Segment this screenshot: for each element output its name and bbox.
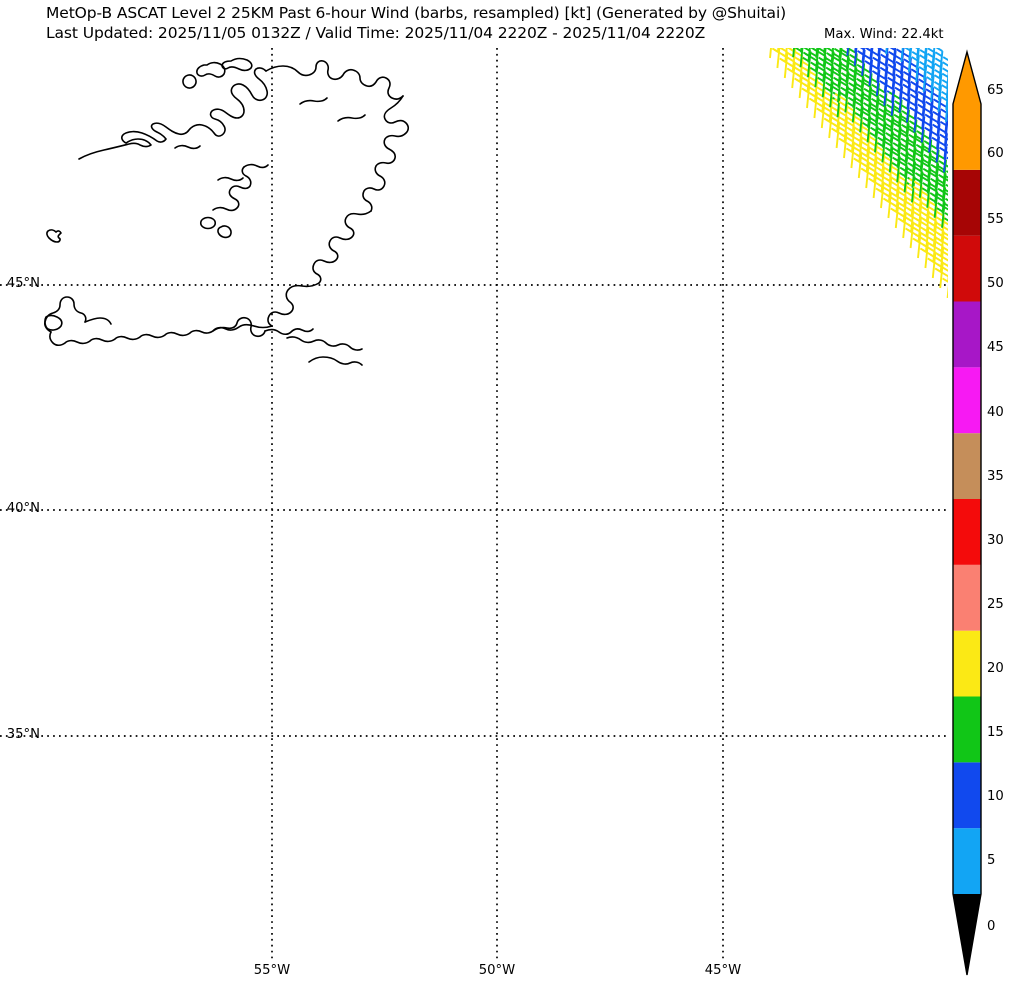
wind-barb xyxy=(885,48,888,55)
colorbar-tick-label: 15 xyxy=(987,725,1004,740)
wind-barb xyxy=(941,134,948,147)
colorbar-tick-label: 40 xyxy=(987,405,1004,420)
lat-tick-label: 40°N xyxy=(6,501,40,516)
wind-barb xyxy=(931,48,936,68)
colorbar-tick-label: 35 xyxy=(987,469,1004,484)
colorbar-band xyxy=(953,104,981,170)
wind-barb xyxy=(823,48,826,54)
colorbar-band xyxy=(953,696,981,763)
wind-barb xyxy=(869,48,873,60)
wind-barb-swath xyxy=(769,48,948,299)
colorbar-over-arrow xyxy=(953,52,981,104)
colorbar-band xyxy=(953,564,981,631)
wind-barb xyxy=(854,48,857,53)
max-wind-annotation: Max. Wind: 22.4kt xyxy=(824,27,944,42)
wind-barb xyxy=(939,203,948,222)
colorbar-band xyxy=(953,433,981,499)
wind-barb xyxy=(940,175,948,193)
wind-barb xyxy=(807,48,811,63)
colorbar-band xyxy=(953,630,981,697)
wind-barb xyxy=(938,218,948,237)
wind-barb xyxy=(830,48,835,64)
colorbar-band xyxy=(953,169,981,236)
colorbar-tick-label: 60 xyxy=(987,146,1004,161)
gridlines-group xyxy=(0,48,948,960)
colorbar-bands xyxy=(953,104,981,894)
wind-barb xyxy=(892,48,897,65)
coastline-group xyxy=(44,57,410,366)
wind-barb xyxy=(937,248,948,283)
wind-barb xyxy=(838,48,842,60)
wind-barb xyxy=(936,263,948,299)
colorbar-tick-label: 30 xyxy=(987,533,1004,548)
wind-barb xyxy=(853,48,858,66)
wind-barb xyxy=(939,189,948,207)
wind-barb xyxy=(916,48,920,59)
wind-barb xyxy=(784,48,788,63)
wind-barb xyxy=(942,56,948,88)
colorbar-tick-label: 20 xyxy=(987,661,1004,676)
colorbar-tick-label: 50 xyxy=(987,276,1004,291)
colorbar-tick-label: 25 xyxy=(987,597,1004,612)
wind-barb xyxy=(861,48,865,63)
lon-tick-label: 50°W xyxy=(478,963,516,978)
wind-barb xyxy=(940,148,948,160)
lon-tick-label: 45°W xyxy=(704,963,742,978)
lat-tick-label: 35°N xyxy=(6,727,40,742)
colorbar-band xyxy=(953,762,981,829)
colorbar-band xyxy=(953,828,981,894)
colorbar-band xyxy=(953,235,981,302)
colorbar-tick-label: 55 xyxy=(987,212,1004,227)
wind-barb xyxy=(940,161,948,179)
colorbar-tick-label: 0 xyxy=(987,919,996,934)
colorbar-tick-label: 65 xyxy=(987,83,1004,98)
figure-subtitle: Last Updated: 2025/11/05 0132Z / Valid T… xyxy=(46,24,706,42)
wind-barb xyxy=(937,232,948,268)
lat-tick-label: 45°N xyxy=(6,276,40,291)
wind-barb xyxy=(846,48,849,56)
wind-barb xyxy=(877,48,881,57)
colorbar-band xyxy=(953,301,981,368)
colorbar-under-arrow xyxy=(953,894,981,975)
colorbar-tick-label: 10 xyxy=(987,789,1004,804)
wind-barb xyxy=(900,48,904,62)
wind-barb xyxy=(800,48,803,53)
wind-barb xyxy=(924,48,927,58)
wind-barb xyxy=(815,48,819,58)
wind-barb xyxy=(776,48,780,53)
figure-title: MetOp-B ASCAT Level 2 25KM Past 6-hour W… xyxy=(46,4,787,22)
colorbar-outline xyxy=(952,49,982,976)
wind-barb xyxy=(769,48,772,59)
lon-tick-label: 55°W xyxy=(253,963,291,978)
wind-barb xyxy=(792,48,796,58)
colorbar-band xyxy=(953,499,981,565)
colorbar-tick-label: 45 xyxy=(987,340,1004,355)
wind-barb xyxy=(908,48,912,61)
colorbar-tick-label: 5 xyxy=(987,853,996,868)
colorbar-band xyxy=(953,367,981,434)
wind-barb xyxy=(934,48,944,78)
